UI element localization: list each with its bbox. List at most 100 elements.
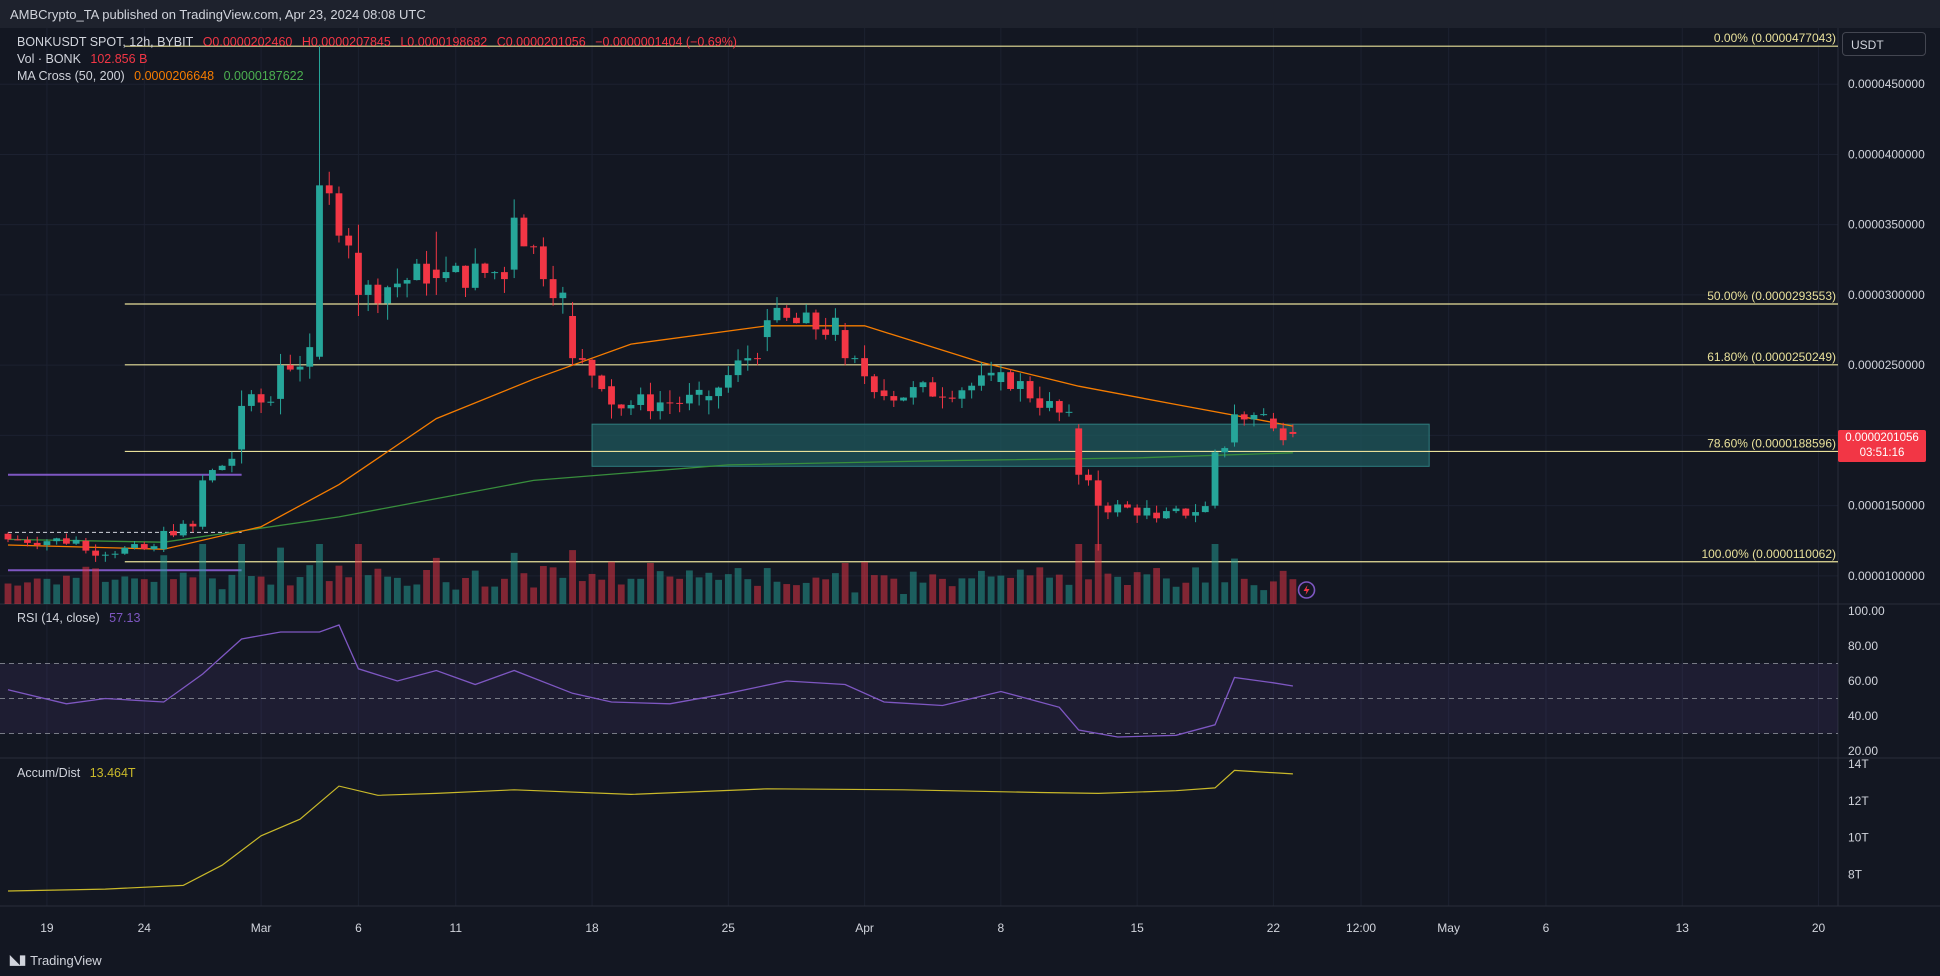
- tradingview-logo[interactable]: ◣▮ TradingView: [10, 952, 102, 968]
- volume-bar: [238, 544, 246, 604]
- candle-body: [822, 329, 830, 335]
- candle-body: [92, 550, 100, 556]
- candle-body: [1007, 372, 1015, 389]
- fib-label: 61.80% (0.0000250249): [1707, 350, 1836, 364]
- volume-bar: [997, 575, 1005, 604]
- candle-body: [316, 185, 323, 357]
- candle-body: [1036, 398, 1044, 408]
- volume-bar: [179, 572, 187, 604]
- accum-dist-pane: [7, 769, 1293, 892]
- volume-bar: [510, 552, 518, 604]
- candle-body: [452, 265, 460, 273]
- grid-lines: [0, 28, 1838, 906]
- volume-bar: [491, 586, 499, 604]
- candle-body: [1016, 381, 1024, 389]
- time-axis-label: Mar: [251, 921, 272, 935]
- candle-body: [1201, 506, 1209, 513]
- candle-body: [870, 376, 878, 393]
- volume-bar: [1162, 578, 1170, 604]
- time-axis-label: 19: [40, 921, 54, 935]
- candle-body: [890, 396, 898, 401]
- candle-body: [1162, 511, 1170, 519]
- volume-legend: Vol · BONK 102.856 B: [17, 52, 153, 66]
- candle-body: [393, 283, 401, 288]
- volume-bar: [131, 578, 138, 604]
- volume-bar: [608, 561, 615, 604]
- volume-bar: [588, 573, 596, 604]
- open-value: O0.0000202460: [202, 35, 293, 49]
- candle-body: [501, 272, 508, 280]
- candle-body: [82, 540, 90, 551]
- symbol-name[interactable]: BONKUSDT SPOT, 12h, BYBIT: [17, 35, 194, 49]
- high-value: H0.0000207845: [301, 35, 391, 49]
- volume-bar: [296, 577, 304, 604]
- volume-bar: [1279, 570, 1287, 604]
- volume-bar: [569, 550, 576, 604]
- time-axis-label: 18: [585, 921, 599, 935]
- candle-countdown: 03:51:16: [1859, 447, 1905, 459]
- time-axis-label: 15: [1130, 921, 1144, 935]
- low-value: L0.0000198682: [400, 35, 488, 49]
- currency-unit-button[interactable]: USDT: [1842, 32, 1926, 56]
- rsi-label[interactable]: RSI (14, close): [17, 611, 100, 625]
- volume-bar: [520, 573, 528, 604]
- candle-body: [432, 269, 440, 279]
- ma-cross-lines: [7, 325, 1294, 550]
- candle-body: [627, 404, 635, 409]
- candle-body: [695, 389, 703, 395]
- volume-bar: [861, 562, 869, 604]
- time-axis-label: 25: [722, 921, 736, 935]
- ma50-value: 0.0000206648: [134, 69, 215, 83]
- fib-label: 78.60% (0.0000188596): [1707, 436, 1836, 450]
- candle-body: [637, 394, 645, 405]
- volume-bar: [851, 592, 859, 604]
- volume-bar: [627, 578, 635, 604]
- candle-body: [218, 465, 226, 471]
- candle-body: [539, 246, 547, 280]
- candle-body: [997, 372, 1005, 383]
- candle-body: [1240, 414, 1248, 420]
- volume-bar: [1143, 574, 1151, 604]
- candle-body: [1182, 508, 1190, 516]
- candle-body: [1133, 507, 1141, 516]
- candle-body: [831, 317, 839, 335]
- candle-body: [1279, 428, 1287, 441]
- volume-bar: [374, 568, 382, 604]
- ma-label[interactable]: MA Cross (50, 200): [17, 69, 125, 83]
- candle-body: [861, 358, 869, 377]
- candle-body: [598, 375, 606, 390]
- candle-body: [238, 405, 246, 450]
- candle-body: [705, 396, 713, 401]
- volume-bar: [247, 576, 255, 604]
- candle-body: [1221, 448, 1229, 453]
- candle-body: [588, 359, 596, 376]
- candle-body: [734, 360, 742, 376]
- volume-bar: [656, 571, 664, 604]
- candle-body: [1289, 431, 1297, 434]
- candle-body: [257, 394, 265, 403]
- candle-body: [374, 284, 382, 304]
- volume-bar: [919, 582, 927, 604]
- volume-bar: [170, 579, 177, 604]
- volume-bar: [724, 574, 732, 604]
- candle-body: [1260, 414, 1268, 416]
- candle-body: [569, 316, 576, 359]
- volume-bar: [1221, 582, 1229, 604]
- volume-bar: [92, 568, 100, 604]
- candle-body: [491, 272, 499, 274]
- candle-body: [1143, 507, 1151, 516]
- volume-bar: [121, 576, 129, 604]
- volume-bar: [559, 577, 567, 604]
- candle-body: [1172, 508, 1180, 512]
- candle-body: [754, 358, 761, 360]
- candle-body: [1192, 512, 1199, 516]
- time-axis: 19 24 Mar 6 11 18 25 Apr 8 15 22 12:00 May 6 13 20: [40, 921, 1825, 935]
- volume-bar: [267, 584, 275, 604]
- volume-bar: [335, 565, 343, 604]
- candle-body: [101, 554, 109, 556]
- candle-body: [900, 397, 907, 401]
- chart-canvas[interactable]: 0.00% (0.0000477043) 50.00% (0.0000293553…: [0, 28, 1940, 944]
- candle-body: [325, 185, 333, 194]
- ad-label[interactable]: Accum/Dist: [17, 766, 81, 780]
- volume-label[interactable]: Vol · BONK: [17, 52, 81, 66]
